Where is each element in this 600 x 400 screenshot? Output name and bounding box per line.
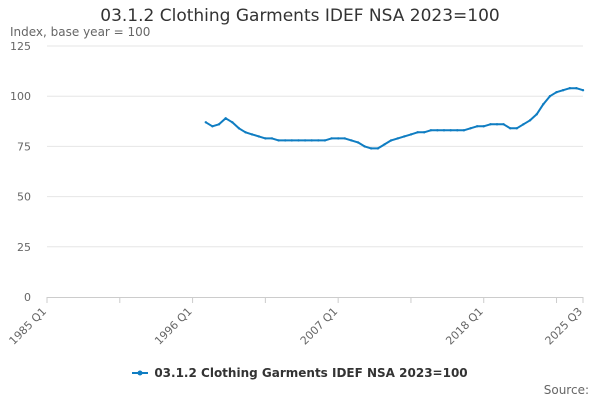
- y-tick-labels: 0 25 50 75 100 125: [10, 40, 31, 304]
- data-point[interactable]: [568, 87, 571, 90]
- data-point[interactable]: [555, 91, 558, 94]
- data-point[interactable]: [224, 117, 227, 120]
- legend-line-icon: [132, 370, 149, 376]
- data-point[interactable]: [290, 139, 293, 142]
- data-point[interactable]: [489, 123, 492, 126]
- data-point[interactable]: [449, 129, 452, 132]
- data-point[interactable]: [542, 103, 545, 106]
- data-point[interactable]: [244, 131, 247, 134]
- data-point[interactable]: [423, 131, 426, 134]
- y-tick-label: 75: [17, 140, 31, 153]
- data-point[interactable]: [509, 127, 512, 130]
- legend-item[interactable]: 03.1.2 Clothing Garments IDEF NSA 2023=1…: [132, 366, 468, 380]
- x-tick-labels: 1985 Q1 1996 Q1 2007 Q1 2018 Q1 2025 Q3: [7, 305, 586, 348]
- x-tick-label: 1996 Q1: [152, 305, 195, 348]
- data-point[interactable]: [462, 129, 466, 132]
- data-point[interactable]: [416, 131, 419, 134]
- data-point[interactable]: [403, 135, 406, 138]
- data-point[interactable]: [482, 125, 485, 128]
- data-point[interactable]: [310, 139, 313, 142]
- data-point[interactable]: [217, 123, 221, 126]
- x-tick-label: 1985 Q1: [7, 305, 50, 348]
- data-point[interactable]: [575, 87, 578, 90]
- data-point[interactable]: [264, 137, 267, 140]
- y-tick-label: 50: [17, 191, 31, 204]
- data-point[interactable]: [337, 137, 340, 140]
- data-point[interactable]: [211, 125, 214, 128]
- data-point[interactable]: [317, 139, 320, 142]
- x-axis: [46, 297, 584, 303]
- y-tick-label: 125: [10, 40, 31, 53]
- data-point[interactable]: [495, 123, 499, 126]
- data-point[interactable]: [350, 139, 353, 142]
- data-point[interactable]: [383, 143, 386, 146]
- data-point[interactable]: [436, 129, 439, 132]
- data-point[interactable]: [277, 139, 280, 142]
- data-point[interactable]: [250, 133, 254, 136]
- y-axis-label: Index, base year = 100: [10, 25, 151, 39]
- legend: 03.1.2 Clothing Garments IDEF NSA 2023=1…: [0, 366, 600, 380]
- data-point[interactable]: [561, 89, 565, 92]
- data-point[interactable]: [297, 139, 300, 142]
- series-line[interactable]: [205, 87, 584, 150]
- legend-label: 03.1.2 Clothing Garments IDEF NSA 2023=1…: [154, 366, 468, 380]
- data-point[interactable]: [429, 129, 432, 132]
- data-point[interactable]: [370, 147, 373, 150]
- data-point[interactable]: [456, 129, 459, 132]
- data-point[interactable]: [515, 127, 518, 130]
- data-point[interactable]: [389, 139, 393, 142]
- source-label: Source:: [543, 383, 589, 397]
- data-point[interactable]: [442, 129, 446, 132]
- y-tick-label: 0: [24, 291, 31, 304]
- data-point[interactable]: [303, 139, 307, 142]
- data-point[interactable]: [409, 133, 413, 136]
- data-point[interactable]: [475, 125, 479, 128]
- data-point[interactable]: [330, 137, 333, 140]
- data-point[interactable]: [522, 123, 525, 126]
- data-point[interactable]: [237, 127, 241, 130]
- data-point[interactable]: [502, 123, 505, 126]
- data-point[interactable]: [376, 147, 380, 150]
- data-point[interactable]: [548, 95, 552, 98]
- grid-lines: [47, 45, 583, 248]
- data-point[interactable]: [469, 127, 472, 130]
- x-tick-label: 2007 Q1: [298, 305, 341, 348]
- data-point[interactable]: [535, 113, 538, 116]
- data-point[interactable]: [257, 135, 260, 138]
- data-point[interactable]: [363, 145, 366, 148]
- data-point[interactable]: [204, 121, 207, 124]
- data-point[interactable]: [528, 119, 532, 122]
- chart-title: 03.1.2 Clothing Garments IDEF NSA 2023=1…: [100, 6, 500, 26]
- data-point[interactable]: [231, 121, 234, 124]
- y-tick-label: 100: [10, 90, 31, 103]
- data-point[interactable]: [356, 141, 360, 144]
- data-point[interactable]: [396, 137, 399, 140]
- data-point[interactable]: [581, 89, 585, 92]
- data-point[interactable]: [270, 137, 274, 140]
- x-tick-label: 2018 Q1: [443, 305, 486, 348]
- series-layer: [204, 87, 585, 150]
- data-point[interactable]: [323, 139, 327, 142]
- x-tick-label: 2025 Q3: [543, 305, 586, 348]
- data-point[interactable]: [284, 139, 287, 142]
- data-point[interactable]: [343, 137, 346, 140]
- y-tick-label: 25: [17, 241, 31, 254]
